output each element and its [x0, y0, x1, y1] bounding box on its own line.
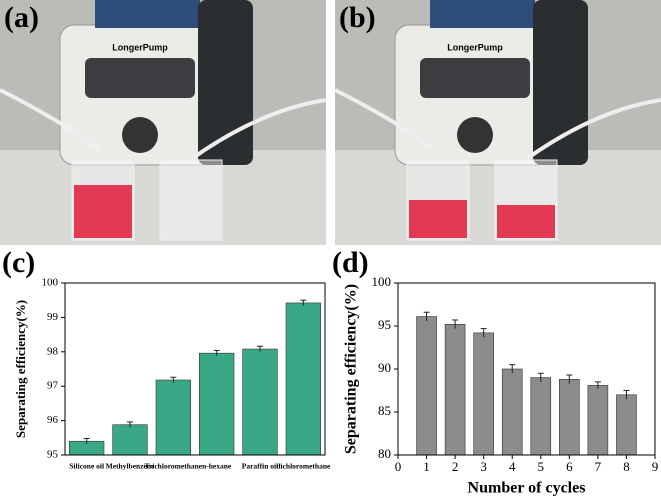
- bar: [587, 385, 609, 456]
- pump-panel: [533, 0, 588, 165]
- table: [0, 150, 326, 245]
- x-axis-title: Number of cycles: [468, 480, 586, 497]
- x-tick-label: Paraffin oil: [242, 462, 278, 471]
- panel-label: (d): [332, 246, 369, 279]
- y-tick-label: 98: [47, 345, 59, 357]
- panel-label: (a): [4, 1, 39, 34]
- photo: LongerPump (b): [334, 0, 661, 245]
- x-tick-label: Methylbenzene: [106, 462, 155, 471]
- y-tick-label: 90: [378, 360, 391, 375]
- panel-label: (c): [2, 246, 35, 279]
- x-tick-label: 8: [623, 459, 630, 474]
- y-tick-label: 80: [378, 446, 391, 461]
- pump-head: [420, 58, 530, 98]
- y-tick-label: 99: [47, 311, 59, 323]
- y-tick-label: 97: [47, 380, 59, 392]
- y-tick-label: 95: [47, 449, 59, 461]
- bar: [530, 377, 552, 456]
- pump-head: [85, 58, 195, 98]
- tube: [334, 88, 661, 162]
- photo: LongerPump (a): [0, 0, 327, 245]
- x-tick-label: Trichloromethane: [145, 462, 203, 471]
- x-tick-label: 7: [595, 459, 602, 474]
- x-tick-label: 2: [452, 459, 459, 474]
- x-tick-label: n-hexane: [202, 462, 232, 471]
- bar: [473, 332, 494, 456]
- y-axis-title: Separating efficiency(%): [343, 284, 360, 454]
- tube: [0, 88, 327, 162]
- bar: [416, 316, 437, 456]
- bar: [199, 352, 235, 456]
- beaker-right: [159, 159, 223, 241]
- bar: [616, 394, 637, 456]
- x-tick-label: 6: [566, 459, 573, 474]
- pump-rotor: [122, 117, 158, 153]
- x-tick-label: 9: [652, 459, 659, 474]
- panel-label: (b): [339, 1, 376, 34]
- y-axis-title: Separating efficiency(%): [13, 300, 28, 438]
- pump-label: LongerPump: [447, 42, 503, 52]
- pump-display: [95, 0, 200, 28]
- bar: [155, 379, 191, 456]
- x-tick-label: 5: [538, 459, 545, 474]
- plot-frame: [64, 282, 326, 456]
- bar: [242, 348, 278, 456]
- x-tick-label: 4: [509, 459, 516, 474]
- liquid-left: [74, 185, 132, 238]
- bar: [285, 302, 321, 456]
- plot-frame: [397, 282, 656, 456]
- pump-label: LongerPump: [112, 42, 168, 52]
- x-tick-label: Silicone oil: [69, 462, 104, 471]
- y-tick-label: 100: [372, 274, 392, 289]
- liquid-left: [409, 200, 467, 238]
- x-tick-label: 1: [423, 459, 430, 474]
- y-tick-label: 96: [47, 414, 59, 426]
- liquid-right: [497, 205, 555, 238]
- pump-display: [430, 0, 535, 28]
- x-tick-label: dichloromethane: [276, 462, 331, 471]
- x-tick-label: 0: [395, 459, 402, 474]
- bar: [112, 424, 148, 456]
- y-tick-label: 100: [42, 277, 59, 289]
- y-tick-label: 85: [378, 403, 391, 418]
- bar: [559, 379, 580, 456]
- pump-rotor: [457, 117, 493, 153]
- x-tick-label: 3: [480, 459, 487, 474]
- bar: [444, 323, 466, 456]
- pump-panel: [198, 0, 253, 165]
- y-tick-label: 95: [378, 317, 391, 332]
- bar: [501, 368, 523, 456]
